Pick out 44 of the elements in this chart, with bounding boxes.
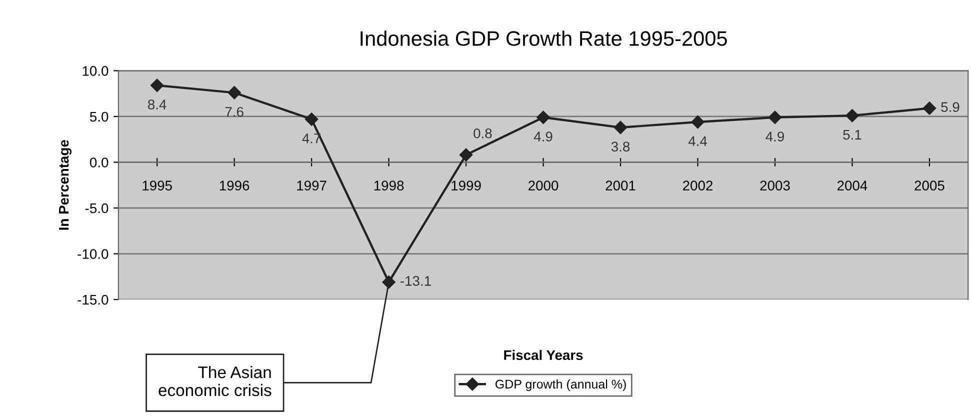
point <box>846 108 859 122</box>
data-label: -13.1 <box>400 276 431 286</box>
y-tick-label: -15.0 <box>78 294 108 305</box>
x-tick-label: 2005 <box>914 180 944 190</box>
point <box>459 148 473 162</box>
point <box>614 120 628 134</box>
point <box>922 102 936 115</box>
y-tick-label: -5.0 <box>85 203 108 214</box>
data-label: 4.9 <box>766 132 784 142</box>
x-tick-label: 2002 <box>683 180 713 190</box>
data-label: 5.9 <box>941 102 960 112</box>
data-label: 8.4 <box>148 100 166 110</box>
x-tick-label: 1997 <box>297 180 326 190</box>
point <box>228 86 241 100</box>
data-label: 4.9 <box>534 132 552 142</box>
point <box>382 276 396 289</box>
y-axis-title: In Percentage <box>59 140 72 230</box>
data-label: 3.8 <box>611 142 630 152</box>
y-tick-label: 0.0 <box>90 158 108 168</box>
x-tick-label: 2003 <box>760 180 790 190</box>
y-tick-label: 5.0 <box>90 112 108 122</box>
point <box>304 112 318 126</box>
x-tick-label: 1998 <box>374 180 404 190</box>
x-tick-label: 2000 <box>528 180 558 190</box>
x-tick-label: 1999 <box>452 180 481 190</box>
point <box>536 110 550 124</box>
annotation: The Asian economic crisis <box>158 366 272 396</box>
x-axis-title: Fiscal Years <box>504 350 583 360</box>
point <box>768 110 782 124</box>
x-tick-label: 2004 <box>837 180 868 190</box>
x-tick-label: 1996 <box>220 180 250 190</box>
x-tick-label: 1995 <box>142 180 172 190</box>
point <box>150 78 164 92</box>
data-label: 4.4 <box>688 136 707 146</box>
point <box>691 115 704 129</box>
legend-label: GDP growth (annual %) <box>496 379 626 392</box>
data-label: 4.7 <box>302 134 321 144</box>
data-label: 5.1 <box>843 130 862 140</box>
x-tick-label: 2001 <box>606 180 636 190</box>
data-label: 0.8 <box>474 128 492 138</box>
data-label: 7.6 <box>225 106 244 117</box>
y-tick-label: -10.0 <box>78 249 108 259</box>
chart-title: Indonesia GDP Growth Rate 1995-2005 <box>360 30 727 46</box>
y-tick-label: 10.0 <box>82 66 108 76</box>
